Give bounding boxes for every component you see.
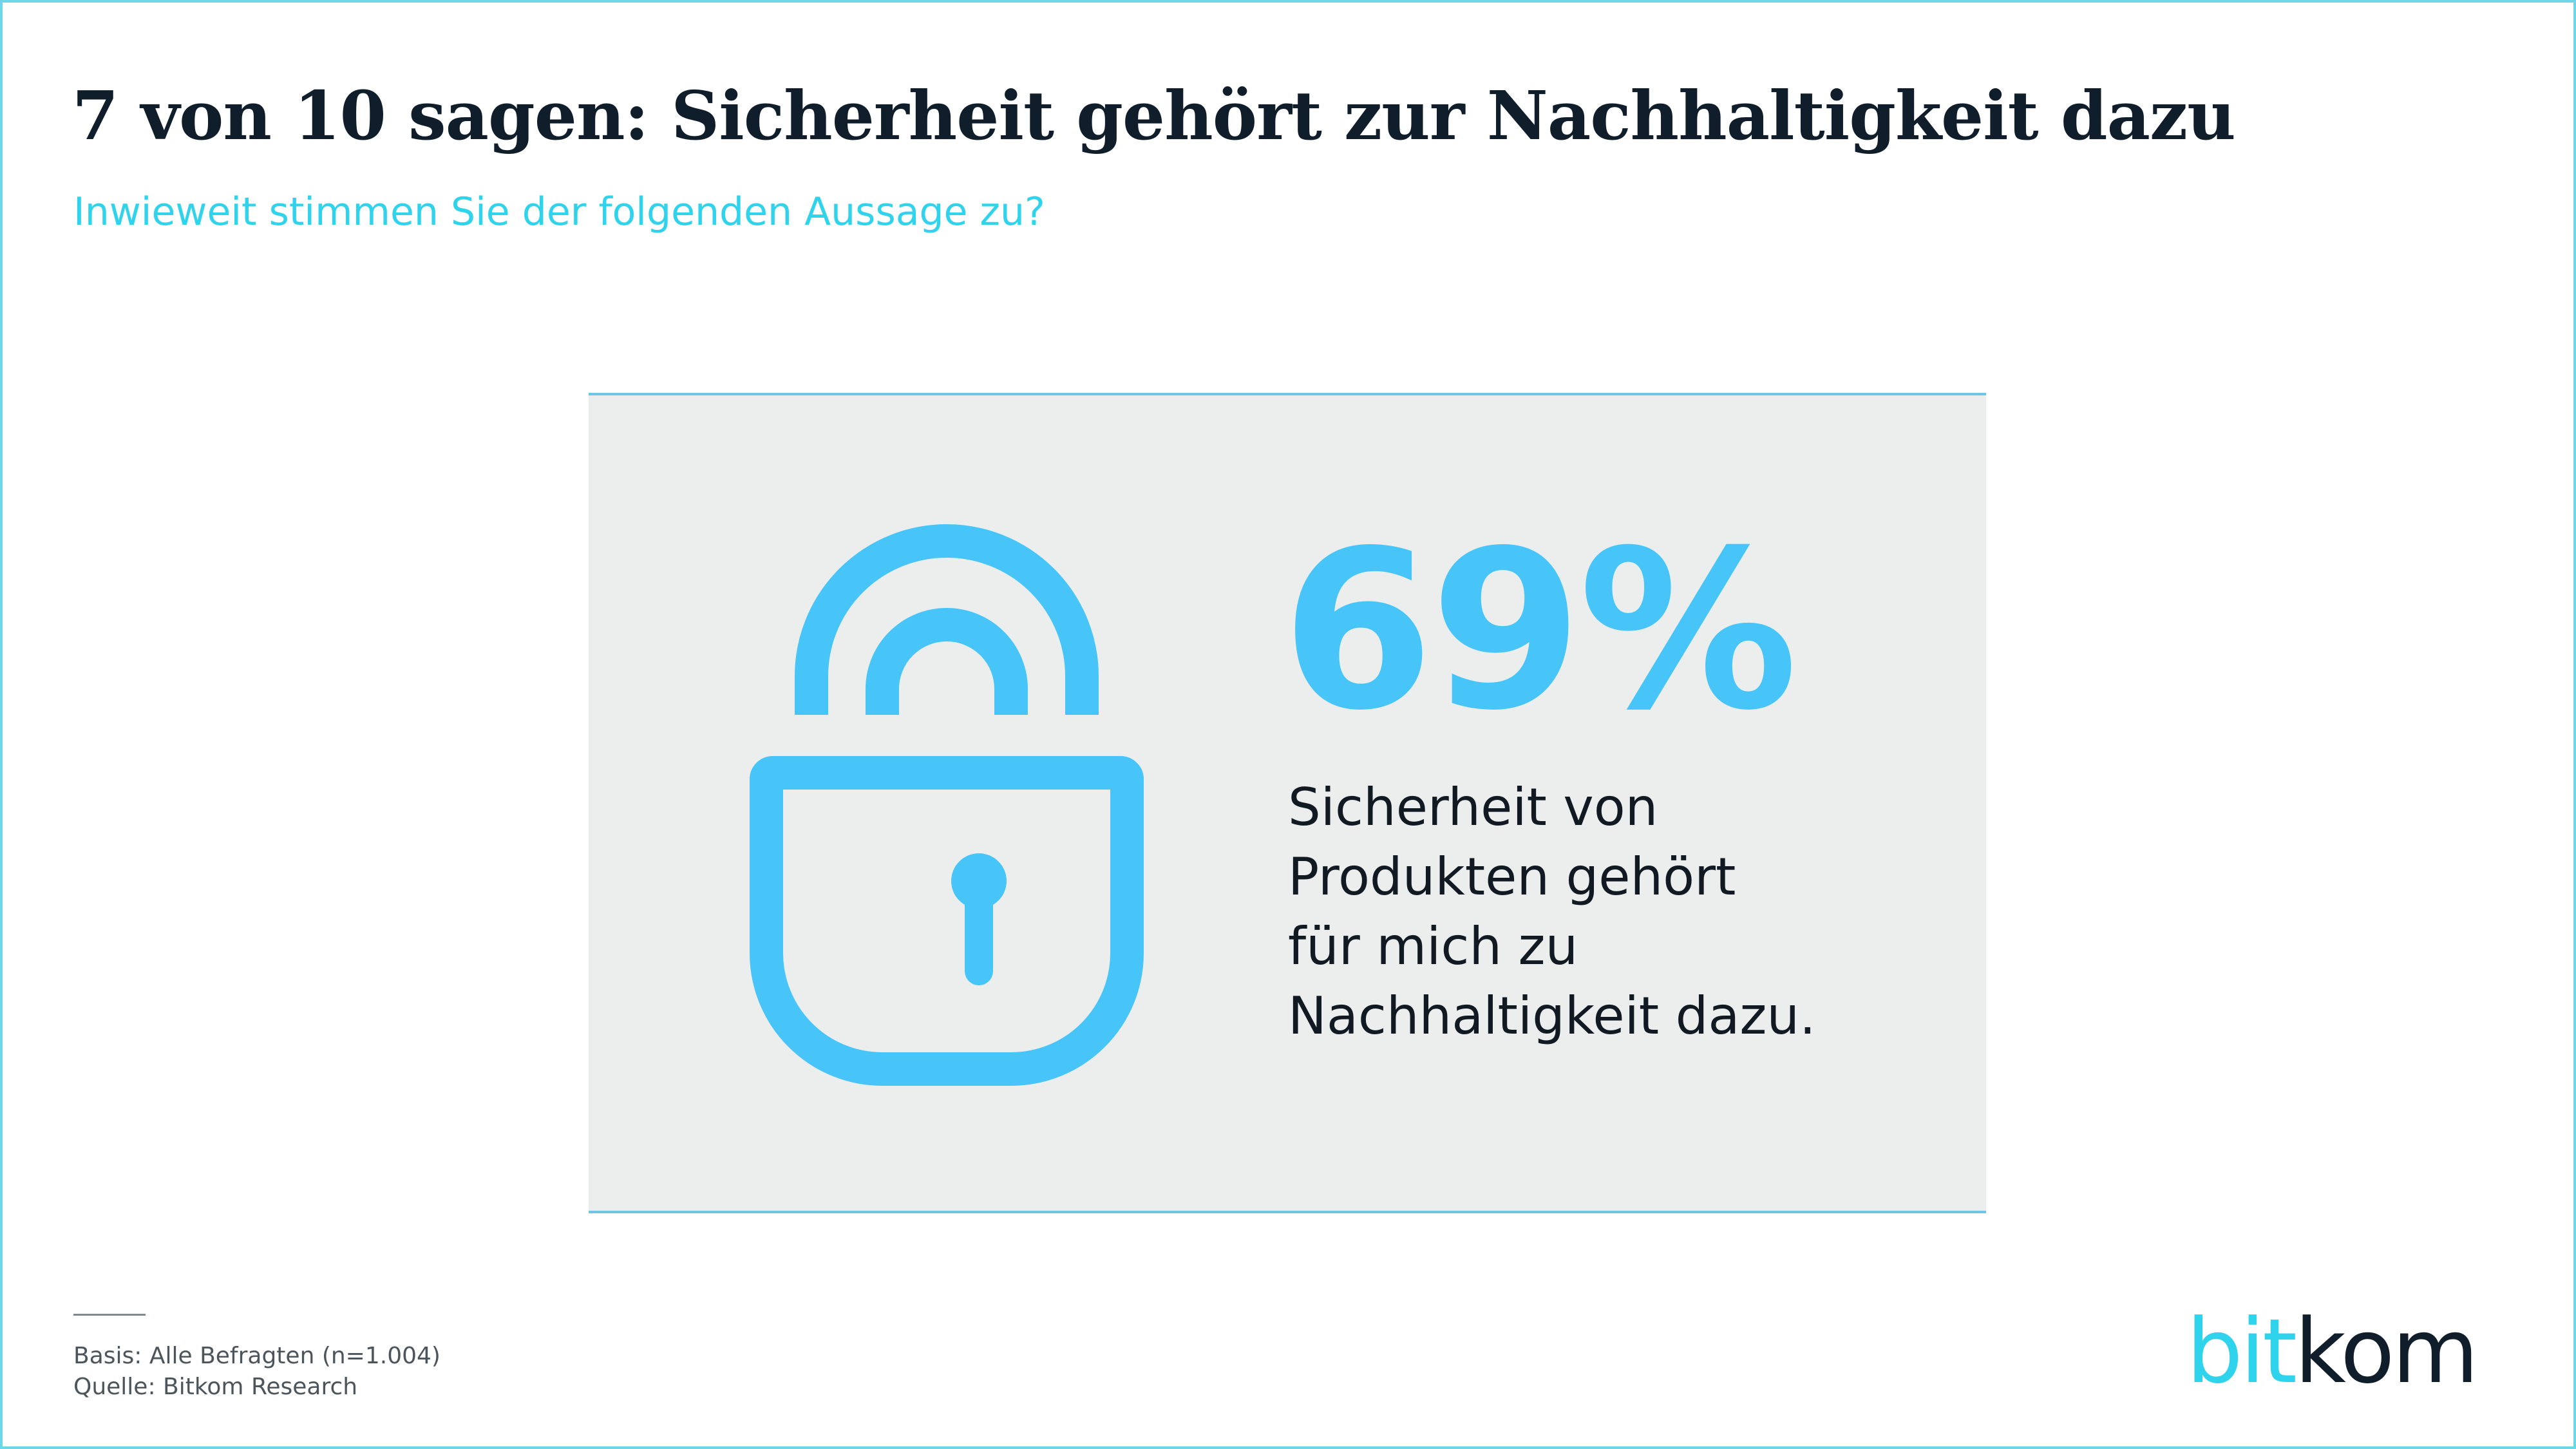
lock-shackle-outer — [795, 524, 1099, 715]
logo-part-bit: bit — [2186, 1300, 2297, 1403]
page-subtitle: Inwieweit stimmen Sie der folgenden Auss… — [73, 189, 1045, 234]
statistic-statement: Sicherheit von Produkten gehört für mich… — [1288, 773, 1932, 1051]
statistic-percent: 69% — [1282, 504, 1798, 759]
statement-line: für mich zu — [1288, 916, 1578, 976]
lock-body — [750, 756, 1144, 1086]
statistic-card — [589, 393, 1986, 1213]
footer-notes: Basis: Alle Befragten (n=1.004) Quelle: … — [73, 1341, 440, 1403]
statement-line: Sicherheit von — [1288, 777, 1658, 837]
logo-part-kom: kom — [2295, 1300, 2479, 1403]
lock-icon — [750, 524, 1144, 1086]
footer-divider — [73, 1314, 146, 1316]
footer-source: Quelle: Bitkom Research — [73, 1374, 358, 1400]
statement-line: Nachhaltigkeit dazu. — [1288, 986, 1816, 1046]
page-title: 7 von 10 sagen: Sicherheit gehört zur Na… — [72, 76, 2236, 155]
keyhole-slot — [965, 889, 993, 985]
bitkom-logo: bitkom — [2186, 1307, 2479, 1396]
footer-basis: Basis: Alle Befragten (n=1.004) — [73, 1343, 440, 1369]
lock-shackle-inner — [866, 608, 1028, 715]
keyhole-circle — [951, 853, 1007, 909]
statement-line: Produkten gehört — [1288, 847, 1736, 907]
